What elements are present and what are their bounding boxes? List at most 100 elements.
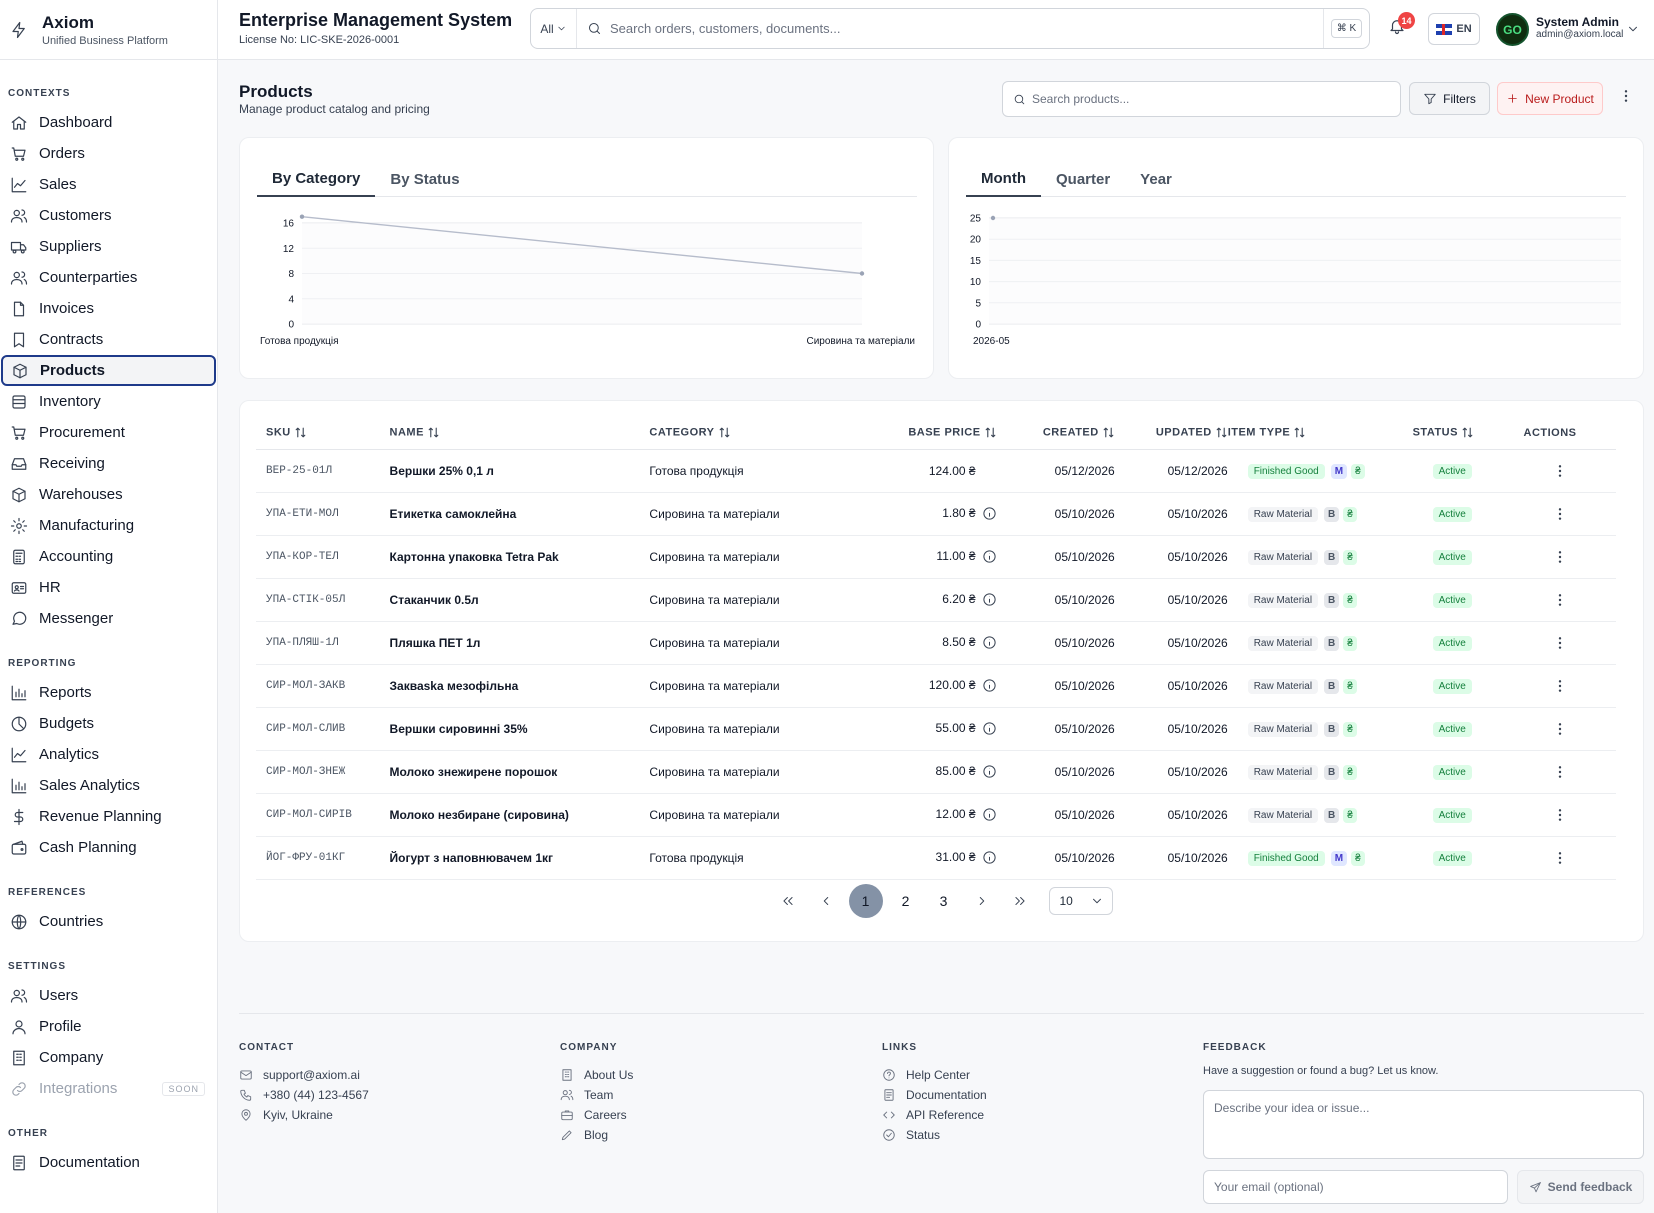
- table-row[interactable]: УПА-КОР-ТЕЛ Картонна упаковка Tetra Pak Си…: [256, 535, 1617, 579]
- table-row[interactable]: ЙОГ-ФРУ-01КГ Йогурт з наповнювачем 1кг Гот…: [256, 836, 1617, 880]
- table-row[interactable]: УПА-ПЛЯШ-1Л Пляшка ПЕТ 1л Сировина та мате…: [256, 621, 1617, 665]
- info-icon[interactable]: [982, 549, 997, 564]
- more-vertical-icon[interactable]: [1552, 850, 1617, 866]
- sidebar-item-users[interactable]: Users: [0, 980, 217, 1011]
- footer-link-api[interactable]: API Reference: [882, 1105, 987, 1125]
- sidebar-item-procurement[interactable]: Procurement: [0, 417, 217, 448]
- column-header-category[interactable]: CATEGORY: [649, 417, 874, 450]
- more-vertical-icon[interactable]: [1552, 549, 1617, 565]
- sidebar-item-contracts[interactable]: Contracts: [0, 324, 217, 355]
- filters-button[interactable]: Filters: [1409, 82, 1490, 115]
- contact-email[interactable]: support@axiom.ai: [239, 1065, 369, 1085]
- more-vertical-icon[interactable]: [1552, 807, 1617, 823]
- column-header-sku[interactable]: SKU: [256, 417, 390, 450]
- sort-icon[interactable]: [1215, 426, 1228, 439]
- last-page-button[interactable]: [1005, 884, 1035, 918]
- more-vertical-icon[interactable]: [1618, 88, 1634, 104]
- sidebar-item-receiving[interactable]: Receiving: [0, 448, 217, 479]
- more-vertical-icon[interactable]: [1552, 678, 1617, 694]
- name-cell[interactable]: Стаканчик 0.5л: [389, 578, 650, 622]
- name-cell[interactable]: Закваska мезофільна: [389, 664, 650, 708]
- more-vertical-icon[interactable]: [1552, 764, 1617, 780]
- info-icon[interactable]: [982, 764, 997, 779]
- column-header-base-price[interactable]: BASE PRICE: [873, 417, 997, 450]
- table-row[interactable]: СИР-МОЛ-СЛИВ Вершки сировинні 35% Сировина…: [256, 707, 1617, 751]
- more-vertical-icon[interactable]: [1552, 635, 1617, 651]
- tab-by-status[interactable]: By Status: [390, 171, 460, 188]
- page-size-select[interactable]: 10: [1048, 887, 1113, 915]
- name-cell[interactable]: Картонна упаковка Tetra Pak: [389, 535, 650, 579]
- name-cell[interactable]: Пляшка ПЕТ 1л: [389, 621, 650, 665]
- table-row[interactable]: УПА-СТІК-05Л Стаканчик 0.5л Сировина та ма…: [256, 578, 1617, 622]
- sidebar-item-warehouses[interactable]: Warehouses: [0, 479, 217, 510]
- name-cell[interactable]: Вершки сировинні 35%: [389, 707, 650, 751]
- sidebar-item-invoices[interactable]: Invoices: [0, 293, 217, 324]
- table-row[interactable]: СИР-МОЛ-ЗАКВ Закваska мезофільна Сировина …: [256, 664, 1617, 708]
- sidebar-item-messenger[interactable]: Messenger: [0, 603, 217, 634]
- contact-phone[interactable]: +380 (44) 123-4567: [239, 1085, 369, 1105]
- sidebar-item-analytics[interactable]: Analytics: [0, 739, 217, 770]
- table-row[interactable]: СИР-МОЛ-ЗНЕЖ Молоко знежирене порошок Сиро…: [256, 750, 1617, 794]
- sort-icon[interactable]: [427, 426, 440, 439]
- sidebar-item-profile[interactable]: Profile: [0, 1011, 217, 1042]
- name-cell[interactable]: Етикетка самоклейна: [389, 492, 650, 536]
- feedback-email-input[interactable]: [1203, 1170, 1508, 1204]
- tab-by-category[interactable]: By Category: [257, 162, 376, 197]
- column-header-status[interactable]: STATUS: [1412, 417, 1524, 450]
- sort-icon[interactable]: [718, 426, 731, 439]
- global-search-input[interactable]: [610, 21, 1323, 36]
- sidebar-item-suppliers[interactable]: Suppliers: [0, 231, 217, 262]
- info-icon[interactable]: [982, 678, 997, 693]
- info-icon[interactable]: [982, 850, 997, 865]
- footer-link-help[interactable]: Help Center: [882, 1065, 987, 1085]
- sidebar-item-accounting[interactable]: Accounting: [0, 541, 217, 572]
- more-vertical-icon[interactable]: [1552, 463, 1617, 479]
- table-row[interactable]: УПА-ЕТИ-МОЛ Етикетка самоклейна Сировина т…: [256, 492, 1617, 536]
- chevron-down-icon[interactable]: [1626, 22, 1640, 36]
- name-cell[interactable]: Молоко незбиране (сировина): [389, 793, 650, 837]
- user-name[interactable]: System Admin: [1536, 15, 1619, 29]
- sidebar-item-inventory[interactable]: Inventory: [0, 386, 217, 417]
- sidebar-item-orders[interactable]: Orders: [0, 138, 217, 169]
- tab-month[interactable]: Month: [966, 162, 1041, 197]
- footer-link-docs[interactable]: Documentation: [882, 1085, 987, 1105]
- tab-quarter[interactable]: Quarter: [1055, 171, 1111, 188]
- column-header-created[interactable]: CREATED: [996, 417, 1115, 450]
- brand[interactable]: Axiom Unified Business Platform: [0, 0, 217, 60]
- sidebar-item-customers[interactable]: Customers: [0, 200, 217, 231]
- footer-link-blog[interactable]: Blog: [560, 1125, 633, 1145]
- table-row[interactable]: СИР-МОЛ-СИРІВ Молоко незбиране (сировина)…: [256, 793, 1617, 837]
- more-vertical-icon[interactable]: [1552, 506, 1617, 522]
- column-header-item-type[interactable]: ITEM TYPE: [1227, 417, 1413, 450]
- more-vertical-icon[interactable]: [1552, 721, 1617, 737]
- footer-link-team[interactable]: Team: [560, 1085, 633, 1105]
- sidebar-item-counterparties[interactable]: Counterparties: [0, 262, 217, 293]
- search-scope-select[interactable]: All: [531, 9, 577, 48]
- sidebar-item-documentation[interactable]: Documentation: [0, 1147, 217, 1178]
- sidebar-item-sales-analytics[interactable]: Sales Analytics: [0, 770, 217, 801]
- sidebar-item-sales[interactable]: Sales: [0, 169, 217, 200]
- info-icon[interactable]: [982, 592, 997, 607]
- send-feedback-button[interactable]: Send feedback: [1517, 1170, 1644, 1204]
- sidebar-item-revenue-planning[interactable]: Revenue Planning: [0, 801, 217, 832]
- sidebar-item-products[interactable]: Products: [1, 355, 216, 386]
- info-icon[interactable]: [982, 721, 997, 736]
- sort-icon[interactable]: [984, 426, 997, 439]
- sidebar-item-cash-planning[interactable]: Cash Planning: [0, 832, 217, 863]
- more-vertical-icon[interactable]: [1552, 592, 1617, 608]
- tab-year[interactable]: Year: [1140, 171, 1172, 188]
- footer-link-status[interactable]: Status: [882, 1125, 987, 1145]
- info-icon[interactable]: [982, 506, 997, 521]
- sort-icon[interactable]: [1461, 426, 1474, 439]
- feedback-textarea[interactable]: [1203, 1090, 1644, 1159]
- name-cell[interactable]: Йогурт з наповнювачем 1кг: [389, 836, 650, 880]
- sidebar-item-dashboard[interactable]: Dashboard: [0, 107, 217, 138]
- new-product-button[interactable]: New Product: [1497, 82, 1603, 115]
- column-header-name[interactable]: NAME: [389, 417, 650, 450]
- sort-icon[interactable]: [1293, 426, 1306, 439]
- sidebar-item-countries[interactable]: Countries: [0, 906, 217, 937]
- footer-link-about[interactable]: About Us: [560, 1065, 633, 1085]
- page-button-1[interactable]: 1: [848, 884, 883, 918]
- column-header-updated[interactable]: UPDATED: [1114, 417, 1228, 450]
- info-icon[interactable]: [982, 635, 997, 650]
